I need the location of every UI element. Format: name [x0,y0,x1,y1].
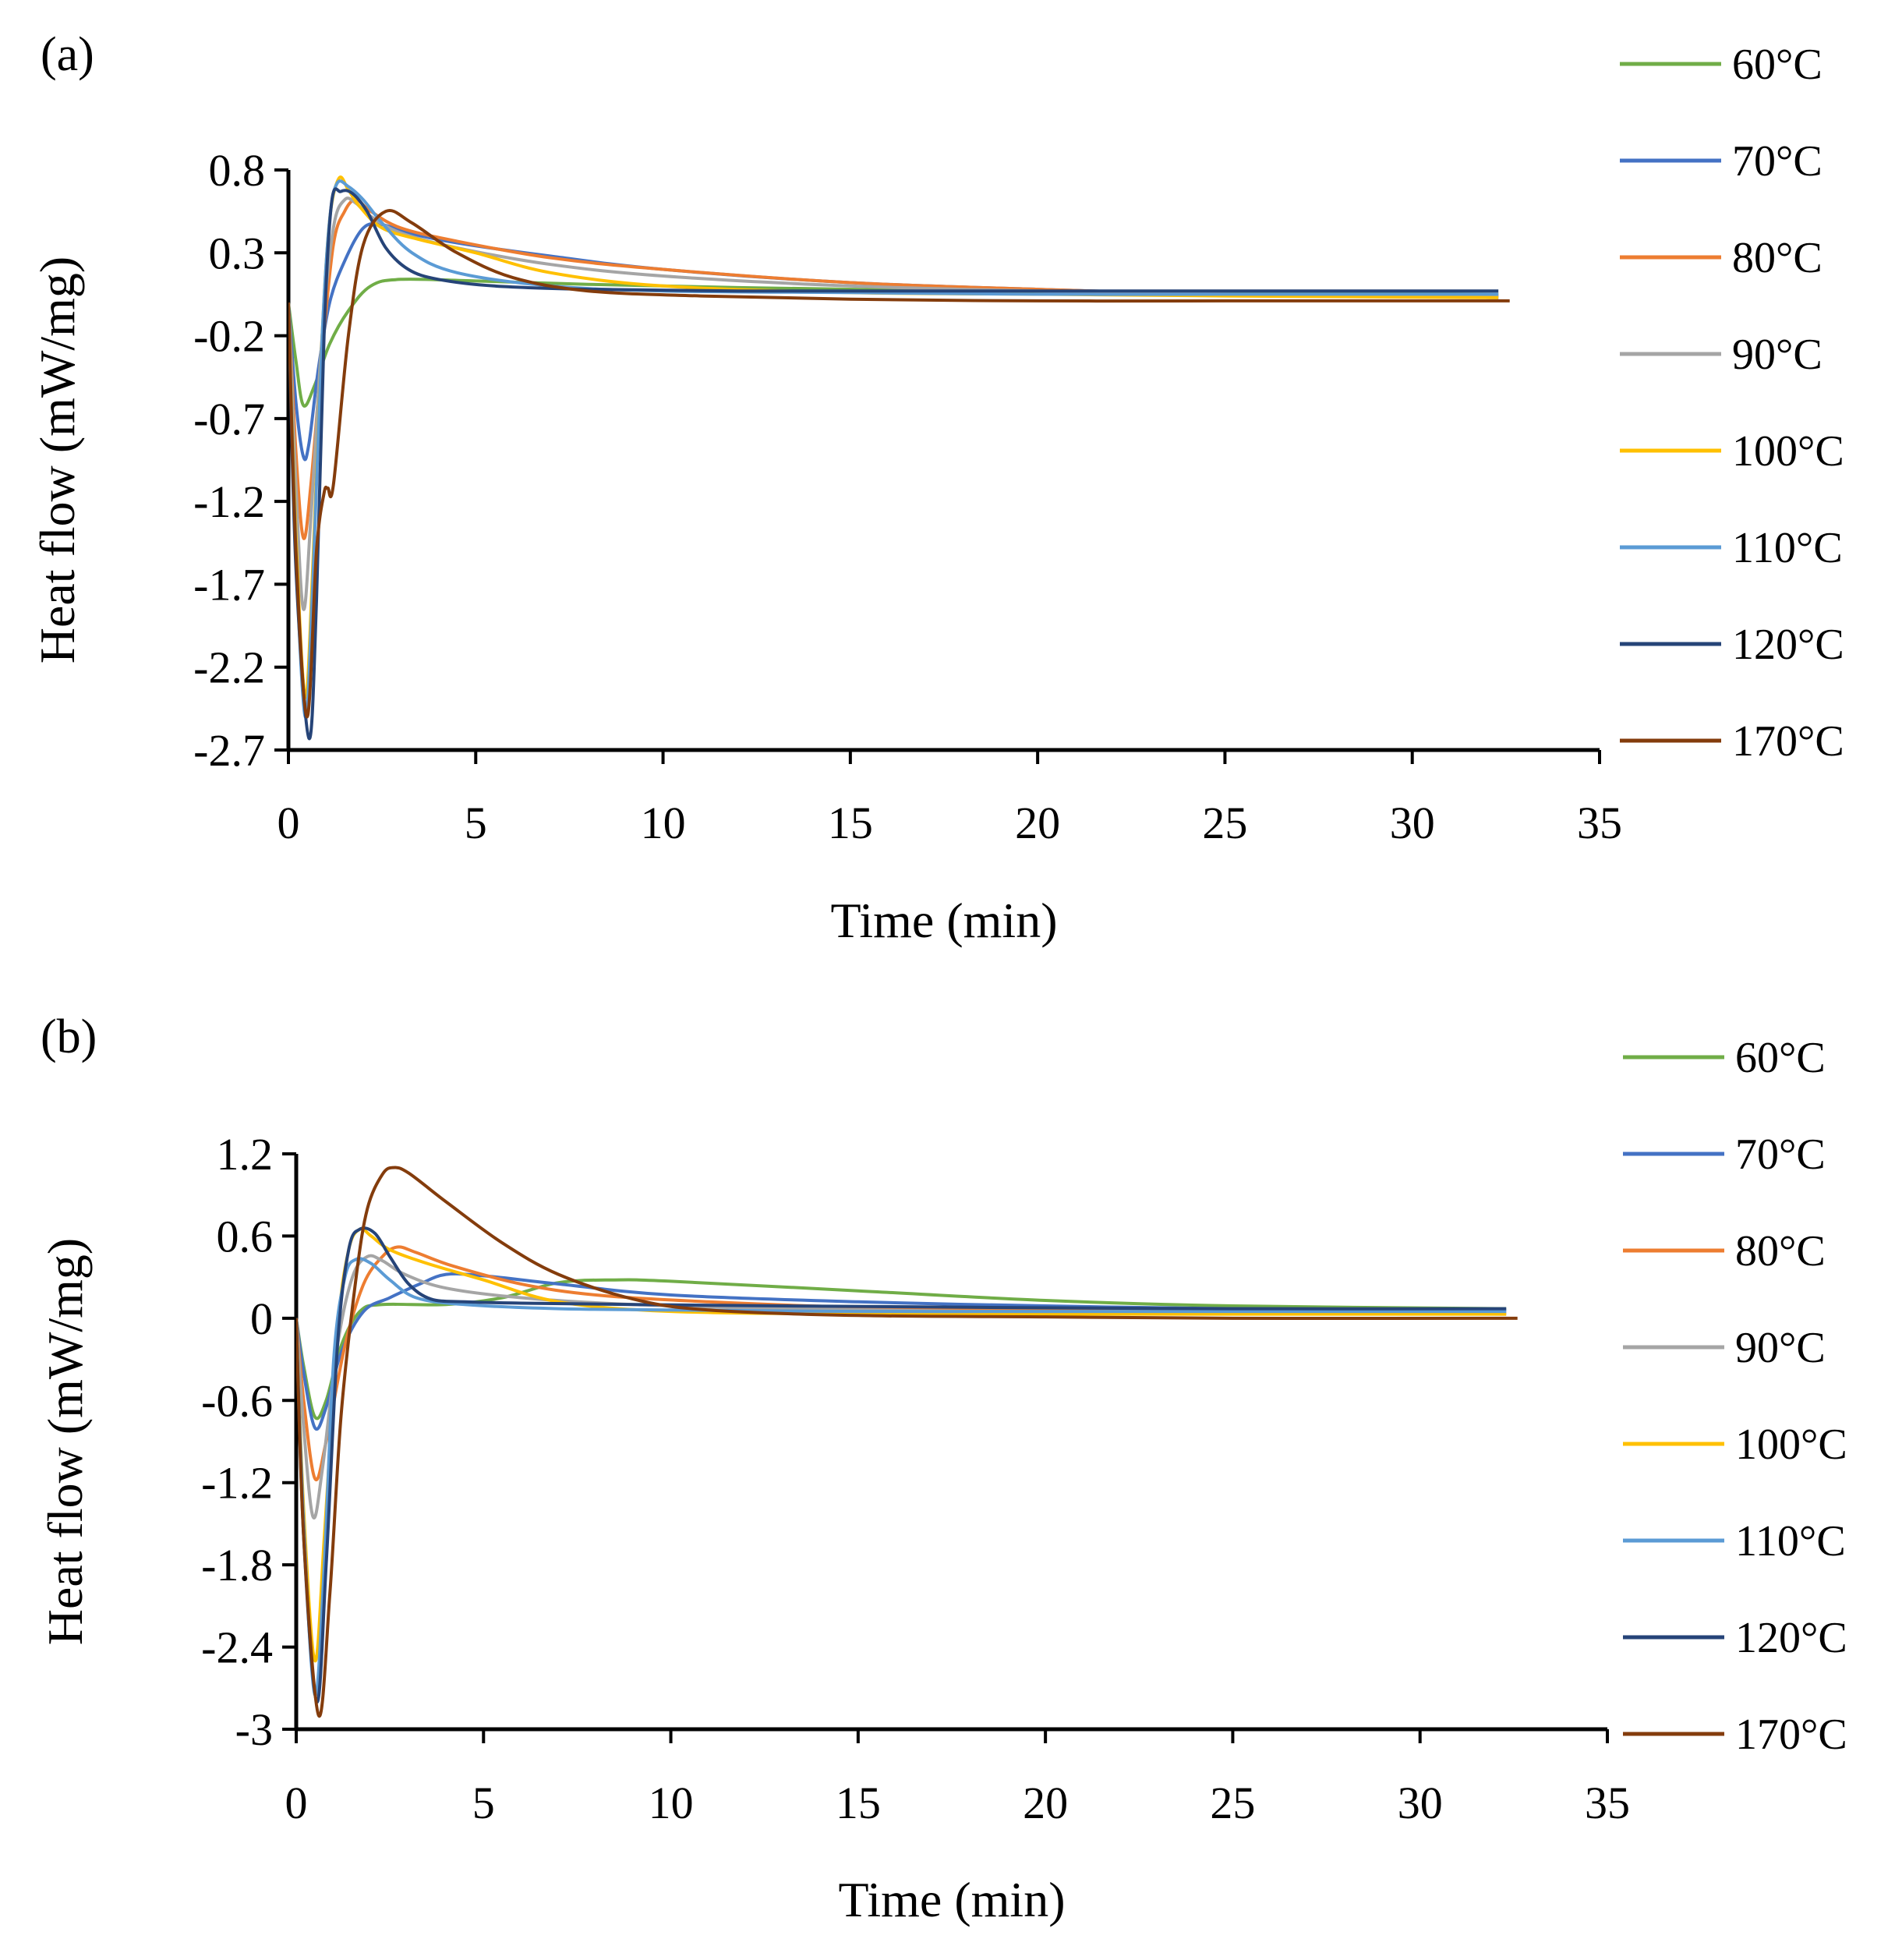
y-tick-label: -2.2 [193,642,265,693]
legend-label: 60°C [1732,41,1823,89]
x-tick-label: 5 [472,1778,495,1828]
legend-label: 100°C [1735,1420,1847,1469]
x-tick-label: 15 [836,1778,881,1828]
legend-label: 170°C [1732,717,1844,766]
y-tick-label: 0.6 [217,1211,274,1261]
legend-label: 100°C [1732,427,1844,476]
x-tick-label: 35 [1585,1778,1630,1828]
y-axis-title: Heat flow (mW/mg) [37,1238,93,1646]
legend-label: 70°C [1732,137,1823,186]
y-tick-label: -1.2 [193,476,265,527]
series-line-60c [296,1278,1507,1420]
series-line-120c [296,1226,1507,1704]
y-tick-label: -1.7 [193,559,265,610]
x-tick-label: 0 [278,798,300,848]
x-axis-title: Time (min) [831,893,1058,948]
y-tick-label: -0.7 [193,394,265,444]
y-tick-label: 0.8 [209,145,266,196]
legend-label: 80°C [1732,234,1823,282]
legend-label: 60°C [1735,1034,1826,1082]
legend-label: 120°C [1732,621,1844,669]
y-tick-label: -3 [235,1704,273,1755]
x-tick-label: 0 [285,1778,308,1828]
series-line-100c [288,175,1499,699]
legend-label: 110°C [1732,524,1843,572]
x-tick-label: 35 [1577,798,1622,848]
legend-label: 90°C [1735,1324,1826,1372]
legend-label: 70°C [1735,1130,1826,1179]
legend-label: 90°C [1732,331,1823,379]
series-line-110c [296,1257,1507,1697]
series-line-80c [296,1245,1507,1482]
series-line-90c [296,1254,1507,1520]
panel-a: (a) 0 5 10 15 20 25 30 35 0.8 0.3 -0.2 -0.7 -1.2 -1.7 -… [30,28,1844,948]
y-tick-label: -2.4 [201,1622,273,1673]
y-tick-label: -0.6 [201,1375,273,1426]
y-axis-title: Heat flow (mW/mg) [30,256,85,664]
y-tick-label: 1.2 [217,1129,274,1180]
x-tick-label: 25 [1202,798,1247,848]
series-line-70c [296,1272,1507,1431]
panel-label: (a) [41,28,94,81]
x-axis-title: Time (min) [839,1872,1066,1927]
x-tick-label: 30 [1390,798,1435,848]
x-tick-label: 5 [465,798,487,848]
panel-b: (b) 0 5 10 15 20 25 30 35 1.2 0.6 0 -0.6 -1.2 -1.8 -2.4… [37,1010,1847,1927]
legend-label: 170°C [1735,1711,1847,1759]
series-line-120c [288,187,1499,741]
y-tick-label: 0.3 [209,228,266,278]
series-line-170c [296,1166,1518,1718]
series-line-110c [288,179,1499,719]
y-tick-label: 0 [250,1293,273,1344]
x-tick-label: 20 [1023,1778,1068,1828]
y-tick-label: -1.8 [201,1540,273,1590]
y-tick-label: -1.2 [201,1458,273,1509]
panel-label: (b) [41,1010,97,1063]
y-tick-label: -0.2 [193,311,265,362]
x-tick-label: 10 [649,1778,694,1828]
x-tick-label: 20 [1015,798,1060,848]
x-tick-label: 30 [1398,1778,1443,1828]
x-tick-label: 25 [1210,1778,1255,1828]
series-line-170c [288,209,1510,719]
legend-label: 120°C [1735,1614,1847,1662]
x-tick-label: 10 [641,798,686,848]
legend-label: 80°C [1735,1227,1826,1275]
y-tick-label: -2.7 [193,725,265,776]
x-tick-label: 15 [828,798,873,848]
legend-label: 110°C [1735,1517,1846,1566]
series-line-100c [296,1226,1507,1663]
